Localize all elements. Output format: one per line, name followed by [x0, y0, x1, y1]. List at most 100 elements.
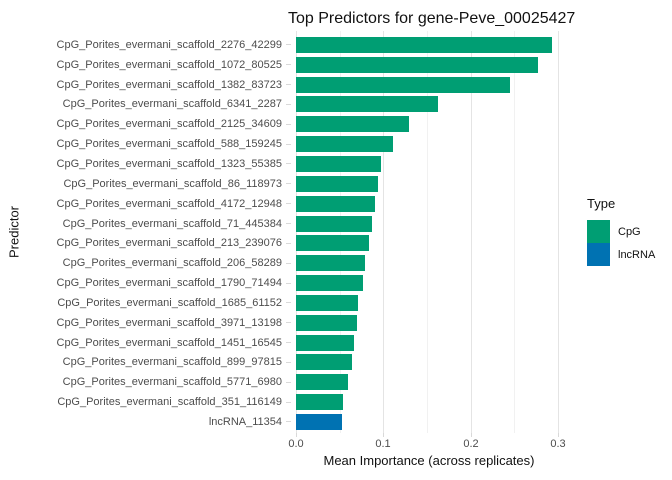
- bar: [296, 235, 369, 252]
- bar-row: CpG_Porites_evermani_scaffold_899_97815: [0, 353, 672, 373]
- category-label: CpG_Porites_evermani_scaffold_1451_16545: [56, 336, 282, 349]
- minor-gridline: [427, 31, 428, 433]
- y-axis-tick: [286, 183, 291, 185]
- bar: [296, 334, 354, 351]
- x-axis-tick: [471, 433, 472, 437]
- category-label: CpG_Porites_evermani_scaffold_351_116149: [57, 396, 282, 409]
- y-axis-tick: [286, 302, 291, 304]
- y-axis-tick: [286, 143, 291, 145]
- chart-title: Top Predictors for gene-Peve_00025427: [288, 10, 576, 27]
- bar-row: CpG_Porites_evermani_scaffold_2125_34609: [0, 114, 672, 134]
- bar-row: CpG_Porites_evermani_scaffold_86_118973: [0, 174, 672, 194]
- category-label: CpG_Porites_evermani_scaffold_2125_34609: [56, 118, 282, 131]
- bar: [296, 314, 357, 331]
- bar-row: CpG_Porites_evermani_scaffold_1382_83723: [0, 75, 672, 95]
- bar: [296, 354, 352, 371]
- bar-row: CpG_Porites_evermani_scaffold_1790_71494: [0, 273, 672, 293]
- bar-row: CpG_Porites_evermani_scaffold_588_159245: [0, 134, 672, 154]
- y-axis-tick: [286, 163, 291, 165]
- bar-row: CpG_Porites_evermani_scaffold_6341_2287: [0, 95, 672, 115]
- y-axis-tick: [286, 342, 291, 344]
- x-tick-label: 0.0: [288, 438, 304, 450]
- category-label: CpG_Porites_evermani_scaffold_6341_2287: [62, 98, 282, 111]
- category-label: CpG_Porites_evermani_scaffold_1382_83723: [56, 78, 282, 91]
- y-axis-tick: [286, 123, 291, 125]
- category-label: CpG_Porites_evermani_scaffold_588_159245: [56, 138, 282, 151]
- major-gridline: [383, 31, 384, 433]
- legend-swatch-cpg: [587, 220, 610, 243]
- x-axis-tick: [296, 433, 297, 437]
- x-axis: 0.0 0.1 0.2 0.3: [288, 433, 566, 453]
- category-label: CpG_Porites_evermani_scaffold_71_445384: [62, 217, 282, 230]
- y-axis-tick: [286, 242, 291, 244]
- category-label: CpG_Porites_evermani_scaffold_213_239076: [56, 237, 282, 250]
- bar: [296, 195, 375, 212]
- bar-rows: CpG_Porites_evermani_scaffold_2276_42299…: [0, 35, 672, 432]
- major-gridline: [558, 31, 559, 433]
- minor-gridline: [514, 31, 515, 433]
- bar-row: CpG_Porites_evermani_scaffold_213_239076: [0, 233, 672, 253]
- category-label: CpG_Porites_evermani_scaffold_1072_80525: [56, 58, 282, 71]
- legend-swatch-lncrna: [587, 243, 610, 266]
- bar: [296, 275, 363, 292]
- x-tick-label: 0.3: [550, 438, 566, 450]
- y-axis-tick: [286, 203, 291, 205]
- legend-title: Type: [587, 196, 616, 211]
- x-axis-title: Mean Importance (across replicates): [323, 453, 535, 468]
- bar-row: lncRNA_11354: [0, 412, 672, 432]
- legend-entry: lncRNA: [587, 243, 655, 266]
- bar-row: CpG_Porites_evermani_scaffold_1072_80525: [0, 55, 672, 75]
- category-label: lncRNA_11354: [208, 415, 282, 428]
- category-label: CpG_Porites_evermani_scaffold_1323_55385: [56, 157, 282, 170]
- bar-row: CpG_Porites_evermani_scaffold_5771_6980: [0, 372, 672, 392]
- major-gridline: [471, 31, 472, 433]
- legend-entries: CpG lncRNA: [587, 220, 655, 266]
- legend-label: lncRNA: [618, 248, 656, 261]
- bar: [296, 215, 372, 232]
- y-axis-tick: [286, 84, 291, 86]
- x-axis-tick: [383, 433, 384, 437]
- category-label: CpG_Porites_evermani_scaffold_1685_61152: [57, 296, 282, 309]
- category-label: CpG_Porites_evermani_scaffold_4172_12948: [56, 197, 282, 210]
- y-axis-tick: [286, 282, 291, 284]
- bar: [296, 175, 378, 192]
- x-tick-label: 0.2: [463, 438, 479, 450]
- bar: [296, 116, 409, 133]
- legend-entry: CpG: [587, 220, 655, 243]
- y-axis-tick: [286, 223, 291, 225]
- bar: [296, 136, 393, 153]
- category-label: CpG_Porites_evermani_scaffold_3971_13198: [56, 316, 282, 329]
- bar: [296, 394, 343, 411]
- bar-row: CpG_Porites_evermani_scaffold_3971_13198: [0, 313, 672, 333]
- bar: [296, 76, 510, 93]
- y-axis-tick: [286, 421, 291, 423]
- bar: [296, 155, 381, 172]
- y-axis-tick: [286, 322, 291, 324]
- category-label: CpG_Porites_evermani_scaffold_86_118973: [63, 177, 282, 190]
- y-axis-tick: [286, 361, 291, 363]
- bar-row: CpG_Porites_evermani_scaffold_4172_12948: [0, 194, 672, 214]
- bar-row: CpG_Porites_evermani_scaffold_1323_55385: [0, 154, 672, 174]
- y-axis-tick: [286, 103, 291, 105]
- category-label: CpG_Porites_evermani_scaffold_206_58289: [62, 257, 282, 270]
- y-axis-tick: [286, 64, 291, 66]
- bar-row: CpG_Porites_evermani_scaffold_71_445384: [0, 214, 672, 234]
- bar: [296, 294, 358, 311]
- category-label: CpG_Porites_evermani_scaffold_899_97815: [62, 356, 282, 369]
- category-label: CpG_Porites_evermani_scaffold_5771_6980: [62, 376, 282, 389]
- legend: Type CpG lncRNA: [587, 196, 655, 266]
- bar: [296, 413, 342, 430]
- bar: [296, 36, 552, 53]
- bar-row: CpG_Porites_evermani_scaffold_1685_61152: [0, 293, 672, 313]
- y-axis-tick: [286, 381, 291, 383]
- x-axis-tick: [558, 433, 559, 437]
- y-axis-tick: [286, 401, 291, 403]
- major-gridline: [296, 31, 297, 433]
- bar-row: CpG_Porites_evermani_scaffold_206_58289: [0, 253, 672, 273]
- bar: [296, 374, 348, 391]
- bar: [296, 255, 365, 272]
- bar: [296, 56, 538, 73]
- legend-label: CpG: [618, 225, 641, 238]
- bar-row: CpG_Porites_evermani_scaffold_351_116149: [0, 392, 672, 412]
